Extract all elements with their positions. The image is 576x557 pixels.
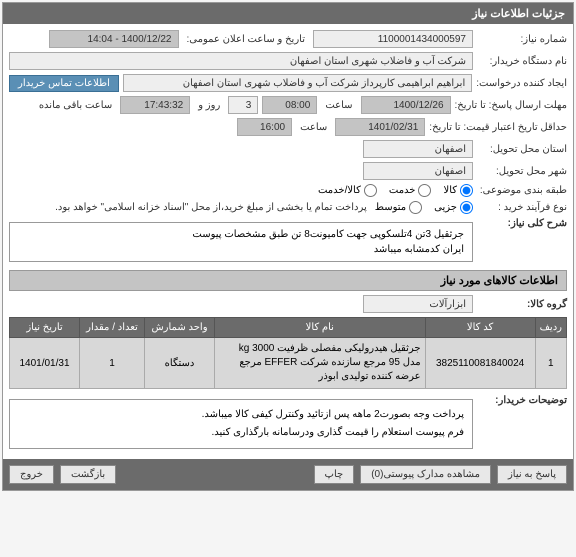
row-purchase-type: نوع فرآیند خرید : جزیی متوسط پرداخت تمام… — [9, 201, 567, 214]
print-button[interactable]: چاپ — [314, 465, 355, 484]
radio-partial-input[interactable] — [460, 201, 473, 214]
buyer-notes-line-2: فرم پیوست استعلام را قیمت گذاری ودرسامان… — [18, 424, 464, 442]
city-label: شهر محل تحویل: — [477, 166, 567, 177]
row-requester: ایجاد کننده درخواست: ابراهیم ابراهیمی کا… — [9, 74, 567, 92]
deadline-label: مهلت ارسال پاسخ: تا تاریخ: — [455, 100, 567, 111]
th-code: کد کالا — [425, 318, 535, 338]
th-name: نام کالا — [215, 318, 426, 338]
back-button[interactable]: بازگشت — [60, 465, 116, 484]
days-value: 3 — [228, 96, 258, 114]
buyer-value: شرکت آب و فاضلاب شهری استان اصفهان — [9, 52, 473, 70]
time-label-2: ساعت — [296, 122, 331, 133]
buyer-notes-box: پرداخت وجه بصورت2 ماهه پس ازتائید وکنترل… — [9, 399, 473, 449]
validity-date-value: 1401/02/31 — [335, 118, 425, 136]
radio-both[interactable]: کالا/خدمت — [318, 184, 377, 197]
requester-label: ایجاد کننده درخواست: — [476, 78, 567, 89]
requester-value: ابراهیم ابراهیمی کارپرداز شرکت آب و فاضل… — [123, 74, 472, 92]
row-need-number: شماره نیاز: 1100001434000597 تاریخ و ساع… — [9, 30, 567, 48]
validity-label: حداقل تاریخ اعتبار قیمت: تا تاریخ: — [429, 122, 567, 133]
deadline-date-value: 1400/12/26 — [361, 96, 451, 114]
footer-right-group: پاسخ به نیاز مشاهده مدارک پیوستی(0) چاپ — [314, 465, 567, 484]
radio-both-input[interactable] — [364, 184, 377, 197]
remaining-time-value: 17:43:32 — [120, 96, 190, 114]
radio-service-input[interactable] — [418, 184, 431, 197]
td-unit: دستگاه — [145, 338, 215, 389]
reply-button[interactable]: پاسخ به نیاز — [497, 465, 567, 484]
announce-date-value: 1400/12/22 - 14:04 — [49, 30, 179, 48]
contact-info-button[interactable]: اطلاعات تماس خریدار — [9, 75, 119, 92]
deadline-time-value: 08:00 — [262, 96, 317, 114]
row-buyer-notes: توضیحات خریدار: پرداخت وجه بصورت2 ماهه پ… — [9, 395, 567, 449]
row-province: استان محل تحویل: اصفهان — [9, 140, 567, 158]
row-deadline: مهلت ارسال پاسخ: تا تاریخ: 1400/12/26 سا… — [9, 96, 567, 114]
row-description: شرح کلی نیاز: جرثقیل 3تن 4تلسکوپی جهت کا… — [9, 218, 567, 266]
radio-both-label: کالا/خدمت — [318, 185, 361, 196]
th-unit: واحد شمارش — [145, 318, 215, 338]
buyer-notes-label: توضیحات خریدار: — [477, 395, 567, 406]
th-date: تاریخ نیاز — [10, 318, 80, 338]
radio-goods-label: کالا — [443, 185, 457, 196]
radio-goods-input[interactable] — [460, 184, 473, 197]
td-code: 3825110081840024 — [425, 338, 535, 389]
td-row: 1 — [535, 338, 566, 389]
footer-bar: پاسخ به نیاز مشاهده مدارک پیوستی(0) چاپ … — [3, 459, 573, 490]
table-header-row: ردیف کد کالا نام کالا واحد شمارش تعداد /… — [10, 318, 567, 338]
province-label: استان محل تحویل: — [477, 144, 567, 155]
goods-group-label: گروه کالا: — [477, 299, 567, 310]
radio-partial[interactable]: جزیی — [434, 201, 473, 214]
validity-time-value: 16:00 — [237, 118, 292, 136]
table-head: ردیف کد کالا نام کالا واحد شمارش تعداد /… — [10, 318, 567, 338]
th-qty: تعداد / مقدار — [80, 318, 145, 338]
exit-button[interactable]: خروج — [9, 465, 54, 484]
radio-service[interactable]: خدمت — [389, 184, 432, 197]
desc-line-1: جرثقیل 3تن 4تلسکوپی جهت کامیونت8 تن طبق … — [18, 227, 464, 242]
desc-box: جرثقیل 3تن 4تلسکوپی جهت کامیونت8 تن طبق … — [9, 222, 473, 262]
city-value: اصفهان — [363, 162, 473, 180]
desc-line-2: ایران کدمشابه میباشد — [18, 242, 464, 257]
radio-goods[interactable]: کالا — [443, 184, 473, 197]
purchase-note: پرداخت تمام یا بخشی از مبلغ خرید،از محل … — [9, 202, 371, 213]
purchase-type-label: نوع فرآیند خرید : — [477, 202, 567, 213]
panel-body: شماره نیاز: 1100001434000597 تاریخ و ساع… — [3, 24, 573, 459]
goods-table: ردیف کد کالا نام کالا واحد شمارش تعداد /… — [9, 317, 567, 389]
need-number-label: شماره نیاز: — [477, 34, 567, 45]
days-label: روز و — [194, 100, 224, 111]
radio-partial-label: جزیی — [434, 202, 457, 213]
radio-medium[interactable]: متوسط — [375, 201, 422, 214]
time-label-1: ساعت — [321, 100, 356, 111]
goods-group-value: ابزارآلات — [363, 295, 473, 313]
desc-label: شرح کلی نیاز: — [477, 218, 567, 229]
category-radio-group: کالا خدمت کالا/خدمت — [318, 184, 473, 197]
need-number-value: 1100001434000597 — [313, 30, 473, 48]
announce-date-label: تاریخ و ساعت اعلان عمومی: — [183, 34, 310, 45]
table-row: 1 3825110081840024 جرثقیل هیدرولیکی مفصل… — [10, 338, 567, 389]
purchase-type-radio-group: جزیی متوسط — [375, 201, 473, 214]
row-category: طبقه بندی موضوعی: کالا خدمت کالا/خدمت — [9, 184, 567, 197]
details-panel: جزئیات اطلاعات نیاز شماره نیاز: 11000014… — [2, 2, 574, 491]
td-qty: 1 — [80, 338, 145, 389]
footer-left-group: بازگشت خروج — [9, 465, 116, 484]
remaining-label: ساعت باقی مانده — [35, 100, 116, 111]
row-validity: حداقل تاریخ اعتبار قیمت: تا تاریخ: 1401/… — [9, 118, 567, 136]
panel-title: جزئیات اطلاعات نیاز — [3, 3, 573, 24]
buyer-notes-line-1: پرداخت وجه بصورت2 ماهه پس ازتائید وکنترل… — [18, 406, 464, 424]
category-label: طبقه بندی موضوعی: — [477, 185, 567, 196]
td-name: جرثقیل هیدرولیکی مفصلی ظرفیت 3000 kg مدل… — [215, 338, 426, 389]
radio-medium-input[interactable] — [409, 201, 422, 214]
goods-section-header: اطلاعات کالاهای مورد نیاز — [9, 270, 567, 291]
row-goods-group: گروه کالا: ابزارآلات — [9, 295, 567, 313]
row-buyer: نام دستگاه خریدار: شرکت آب و فاضلاب شهری… — [9, 52, 567, 70]
buyer-label: نام دستگاه خریدار: — [477, 56, 567, 67]
radio-medium-label: متوسط — [375, 202, 406, 213]
td-date: 1401/01/31 — [10, 338, 80, 389]
attachments-button[interactable]: مشاهده مدارک پیوستی(0) — [360, 465, 491, 484]
province-value: اصفهان — [363, 140, 473, 158]
radio-service-label: خدمت — [389, 185, 416, 196]
th-row: ردیف — [535, 318, 566, 338]
table-body: 1 3825110081840024 جرثقیل هیدرولیکی مفصل… — [10, 338, 567, 389]
row-city: شهر محل تحویل: اصفهان — [9, 162, 567, 180]
